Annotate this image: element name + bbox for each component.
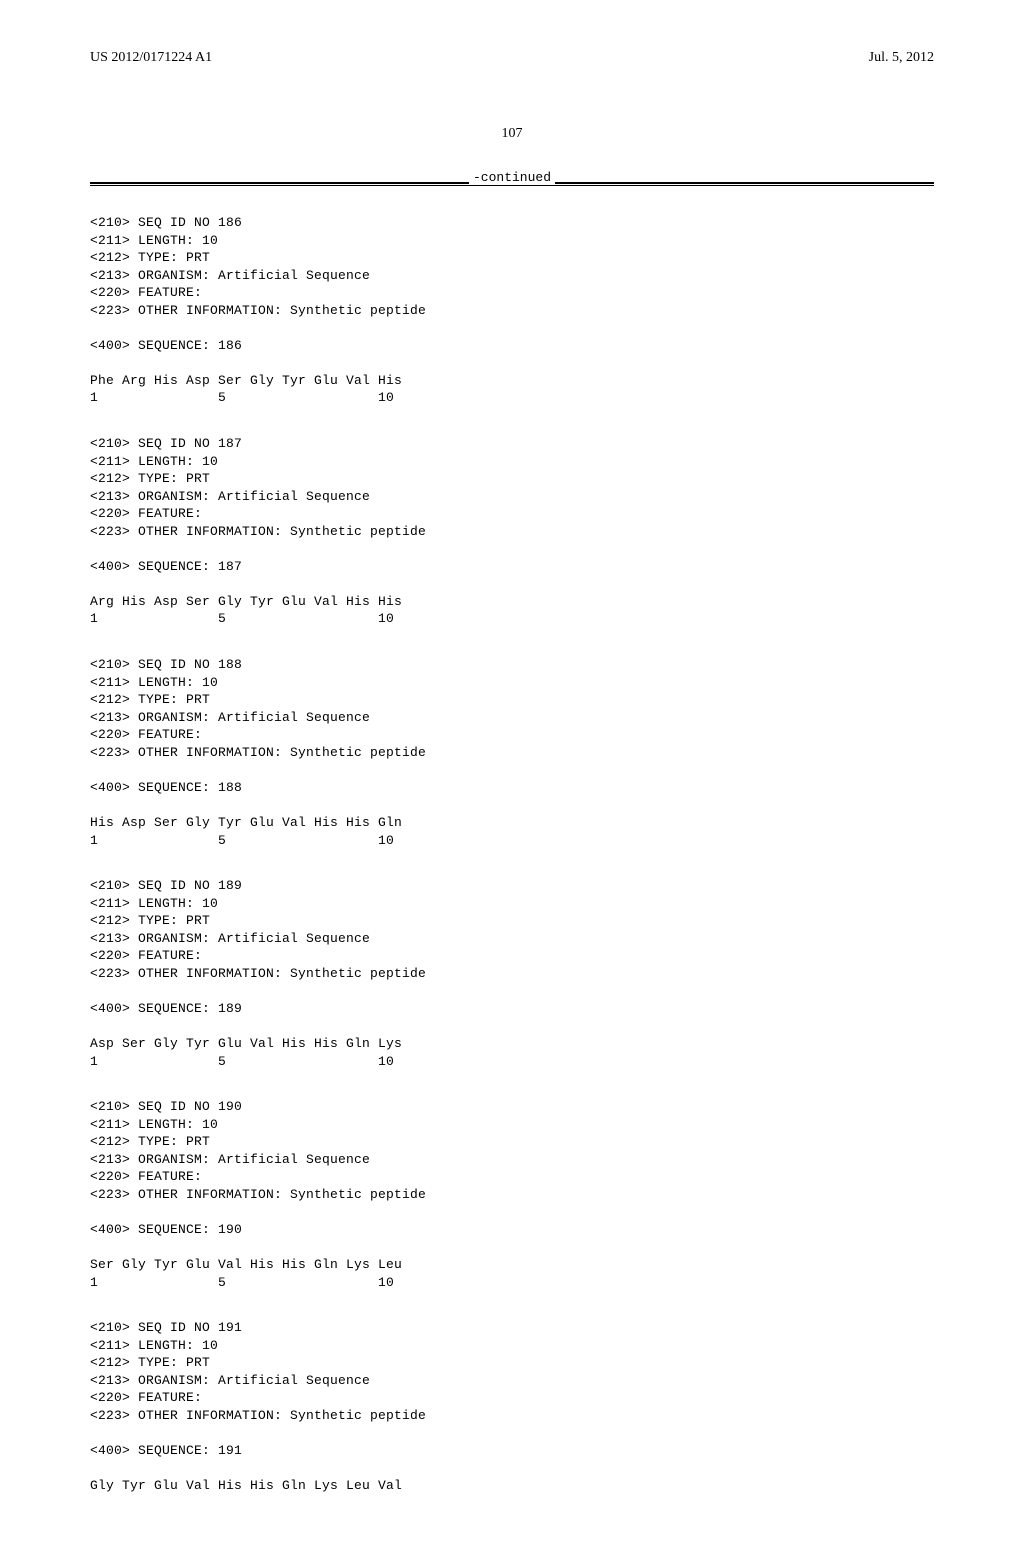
sequence-block: <210> SEQ ID NO 191 <211> LENGTH: 10 <21… [90, 1319, 934, 1494]
sequence-block: <210> SEQ ID NO 190 <211> LENGTH: 10 <21… [90, 1098, 934, 1291]
sequence-block: <210> SEQ ID NO 187 <211> LENGTH: 10 <21… [90, 435, 934, 628]
continued-wrap: -continued [90, 186, 934, 204]
sequence-block: <210> SEQ ID NO 186 <211> LENGTH: 10 <21… [90, 214, 934, 407]
continued-label: -continued [469, 170, 555, 185]
page-header: US 2012/0171224 A1 Jul. 5, 2012 [90, 50, 934, 66]
page-number: 107 [90, 126, 934, 142]
sequence-listing: <210> SEQ ID NO 186 <211> LENGTH: 10 <21… [90, 214, 934, 1495]
publication-date: Jul. 5, 2012 [869, 50, 934, 66]
patent-number: US 2012/0171224 A1 [90, 50, 212, 66]
sequence-block: <210> SEQ ID NO 188 <211> LENGTH: 10 <21… [90, 656, 934, 849]
patent-page: US 2012/0171224 A1 Jul. 5, 2012 107 -con… [0, 0, 1024, 1563]
sequence-block: <210> SEQ ID NO 189 <211> LENGTH: 10 <21… [90, 877, 934, 1070]
